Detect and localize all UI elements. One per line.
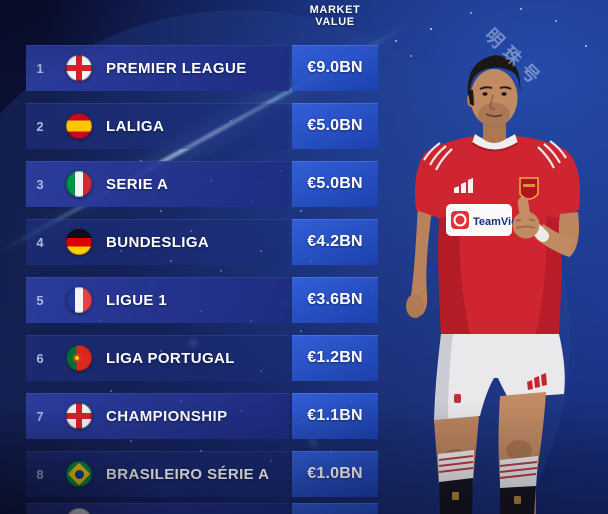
league-bar: 4 BUNDESLIGA — [26, 219, 289, 265]
player-photo: TeamVie — [406, 55, 580, 514]
rank-label: 3 — [36, 176, 44, 192]
right-knee-shade — [506, 440, 532, 460]
flag-france-icon — [66, 287, 92, 313]
sponsor-patch: TeamVie — [446, 204, 517, 236]
rank-label: 7 — [36, 408, 44, 424]
sponsor-text: TeamVie — [473, 216, 517, 228]
market-value: €1.0BN — [292, 451, 378, 497]
flag-germany-icon — [66, 229, 92, 255]
left-sock — [438, 450, 474, 514]
right-sock — [499, 456, 538, 514]
league-bar: 3 SERIE A — [26, 161, 289, 207]
market-value: €5.0BN — [292, 103, 378, 149]
header-line-1: MARKET — [309, 4, 361, 16]
league-bar — [26, 503, 289, 514]
rank-label: 8 — [36, 466, 44, 482]
league-bar: 7 CHAMPIONSHIP — [26, 393, 289, 439]
market-value: €5.0BN — [292, 161, 378, 207]
market-value-column-header: MARKET VALUE — [292, 4, 378, 28]
market-value — [292, 503, 378, 514]
market-value: €3.6BN — [292, 277, 378, 323]
flag-hint-icon — [66, 508, 92, 514]
league-bar: 1 PREMIER LEAGUE — [26, 45, 289, 91]
club-crest-icon — [519, 177, 539, 200]
market-value: €4.2BN — [292, 219, 378, 265]
league-name: CHAMPIONSHIP — [106, 407, 228, 425]
rank-label: 5 — [36, 292, 44, 308]
map-speckles-overlay — [0, 0, 2, 2]
flag-brazil-icon — [66, 461, 92, 487]
rank-label: 6 — [36, 350, 44, 366]
league-name: BRASILEIRO SÉRIE A — [106, 465, 270, 483]
flag-italy-icon — [66, 171, 92, 197]
league-bar: 8 BRASILEIRO SÉRIE A — [26, 451, 289, 497]
league-name: SERIE A — [106, 175, 169, 193]
league-name: PREMIER LEAGUE — [106, 59, 247, 77]
market-value: €1.2BN — [292, 335, 378, 381]
header-line-2: VALUE — [315, 15, 355, 28]
flag-portugal-icon — [66, 345, 92, 371]
player-right-hand — [406, 294, 424, 318]
flag-england-icon — [66, 403, 92, 429]
rank-label: 4 — [36, 234, 44, 250]
league-bar: 2 LALIGA — [26, 103, 289, 149]
flag-england-icon — [66, 55, 92, 81]
league-name: BUNDESLIGA — [106, 233, 210, 251]
market-value: €1.1BN — [292, 393, 378, 439]
league-bar: 5 LIGUE 1 — [26, 277, 289, 323]
league-name: LIGUE 1 — [106, 291, 168, 309]
face-stubble — [478, 102, 510, 128]
market-value: €9.0BN — [292, 45, 378, 91]
league-name: LALIGA — [106, 117, 165, 135]
thumb-up — [517, 196, 531, 222]
league-name: LIGA PORTUGAL — [106, 349, 235, 367]
rank-label: 2 — [36, 118, 44, 134]
flag-spain-icon — [66, 113, 92, 139]
rank-label: 1 — [36, 60, 44, 76]
shorts-crest-mark — [454, 394, 461, 403]
league-bar: 6 LIGA PORTUGAL — [26, 335, 289, 381]
